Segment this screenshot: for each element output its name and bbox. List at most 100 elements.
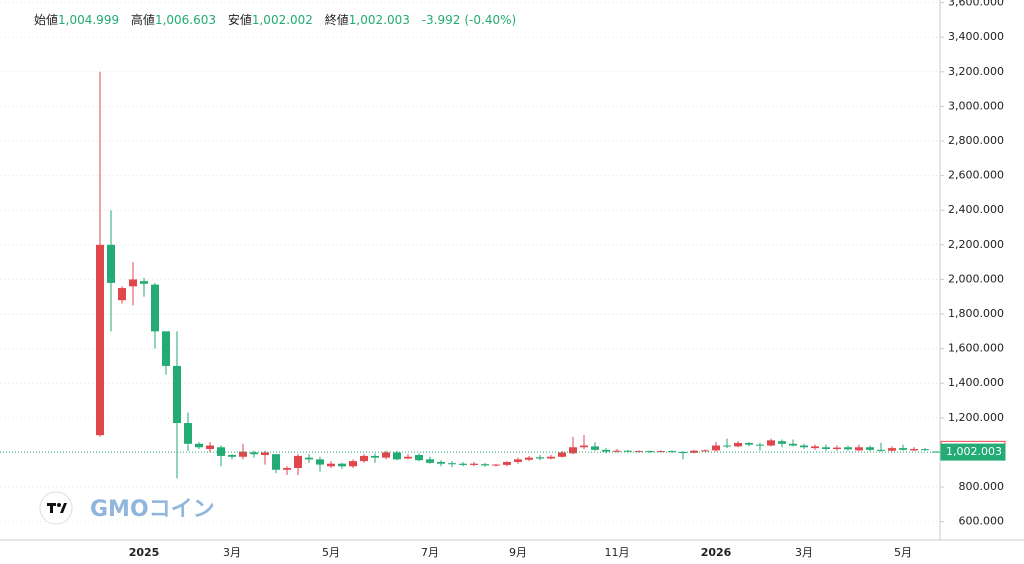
- candle-body: [580, 445, 588, 448]
- x-tick-label: 7月: [421, 546, 439, 559]
- x-tick-label: 2026: [701, 546, 732, 559]
- y-tick-label: 1,600.000: [948, 342, 1004, 355]
- candle-body: [129, 279, 137, 287]
- candle-body: [459, 463, 467, 465]
- candle-body: [448, 463, 456, 465]
- candle-body: [184, 423, 192, 444]
- candle-body: [470, 463, 478, 465]
- candle-body: [393, 452, 401, 460]
- candle-body: [833, 447, 841, 449]
- candle-body: [316, 459, 324, 465]
- candle-body: [360, 455, 368, 462]
- candle-body: [701, 450, 709, 452]
- candle-body: [866, 447, 874, 450]
- open-value: 1,004.999: [58, 13, 120, 27]
- candle-body: [228, 455, 236, 457]
- price-label-box: [940, 443, 1006, 461]
- candle-body: [536, 457, 544, 459]
- y-tick-label: 2,800.000: [948, 134, 1004, 147]
- x-tick-label: 9月: [509, 546, 527, 559]
- high-label: 高値: [130, 13, 155, 27]
- candle-body: [349, 461, 357, 467]
- candle-body: [173, 365, 181, 424]
- candle-body: [745, 442, 753, 445]
- candle-body: [415, 455, 423, 461]
- candle-body: [250, 452, 258, 455]
- y-tick-label: 3,600.000: [948, 0, 1004, 9]
- candle-body: [921, 449, 929, 451]
- candle-body: [767, 440, 775, 446]
- watermark: GMOコイン: [90, 497, 215, 522]
- candle-body: [107, 244, 115, 283]
- candle-body: [140, 281, 148, 284]
- candle-body: [668, 451, 676, 453]
- candle-body: [569, 447, 577, 454]
- x-tick-label: 3月: [795, 546, 813, 559]
- candle-body: [789, 443, 797, 446]
- close-value: 1,002.003: [348, 13, 410, 27]
- candle-body: [239, 451, 247, 457]
- candle-body: [855, 447, 863, 451]
- candle-body: [558, 452, 566, 457]
- candle-body: [613, 450, 621, 452]
- candle-body: [712, 445, 720, 451]
- candle-body: [437, 461, 445, 464]
- tv-logo: [39, 491, 73, 525]
- candle-body: [723, 445, 731, 447]
- candle-body: [646, 451, 654, 453]
- y-tick-label: 1,200.000: [948, 411, 1004, 424]
- candle-body: [547, 456, 555, 459]
- candle-body: [822, 447, 830, 449]
- candle-body: [404, 456, 412, 459]
- candle-body: [481, 464, 489, 466]
- y-tick-label: 800.000: [959, 480, 1005, 493]
- candle-body: [778, 441, 786, 444]
- high-value: 1,006.603: [154, 13, 217, 27]
- candle-body: [272, 454, 280, 470]
- open-label: 始値: [34, 13, 59, 27]
- candle-body: [305, 457, 313, 460]
- candle-body: [910, 448, 918, 451]
- candle-body: [811, 446, 819, 449]
- y-tick-label: 2,200.000: [948, 238, 1004, 251]
- candle-body: [338, 463, 346, 467]
- y-tick-label: 2,400.000: [948, 203, 1004, 216]
- candle-body: [624, 450, 632, 452]
- candle-body: [679, 452, 687, 454]
- candle-body: [206, 445, 214, 449]
- candle-body: [195, 443, 203, 448]
- candle-body: [382, 452, 390, 458]
- candle-body: [162, 331, 170, 366]
- candle-body: [492, 464, 500, 466]
- y-tick-label: 2,600.000: [948, 169, 1004, 182]
- y-tick-label: 3,200.000: [948, 65, 1004, 78]
- candle-body: [888, 448, 896, 451]
- x-tick-label: 2025: [129, 546, 160, 559]
- candle-body: [602, 449, 610, 452]
- candle-body: [690, 450, 698, 453]
- candle-body: [283, 468, 291, 470]
- y-tick-label: 600.000: [959, 515, 1005, 528]
- y-tick-label: 1,800.000: [948, 307, 1004, 320]
- low-label: 安値: [227, 13, 252, 27]
- candle-body: [96, 244, 104, 436]
- candle-body: [877, 449, 885, 451]
- candle-body: [514, 459, 522, 462]
- candle-body: [635, 451, 643, 453]
- change-pct: (-0.40%): [464, 13, 517, 27]
- x-tick-label: 5月: [894, 546, 912, 559]
- candle-body: [327, 463, 335, 467]
- candle-body: [844, 447, 852, 450]
- candle-body: [899, 448, 907, 450]
- price-label: 1,002.003: [946, 445, 1002, 458]
- candle-body: [591, 446, 599, 450]
- close-label: 終値: [324, 13, 349, 27]
- ohlc-header: 始値1,004.999 高値1,006.603 安値1,002.002 終値1,…: [34, 11, 524, 28]
- candle-body: [294, 455, 302, 469]
- change: -3.992: [421, 13, 461, 27]
- y-tick-label: 3,000.000: [948, 99, 1004, 112]
- candle-body: [426, 459, 434, 463]
- candle-body: [118, 288, 126, 301]
